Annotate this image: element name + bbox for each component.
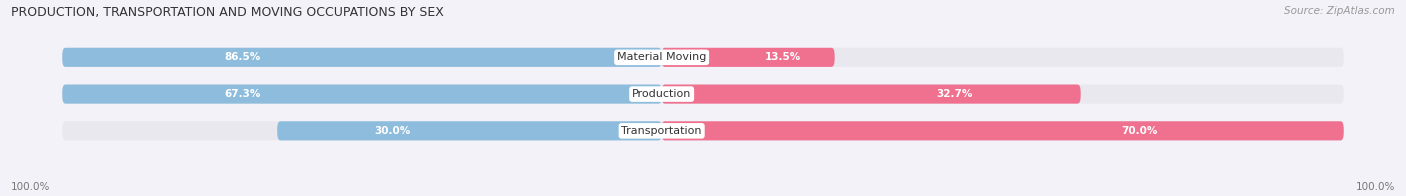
Text: Transportation: Transportation <box>621 126 702 136</box>
FancyBboxPatch shape <box>62 84 1344 104</box>
Text: 30.0%: 30.0% <box>374 126 411 136</box>
Text: 70.0%: 70.0% <box>1121 126 1157 136</box>
FancyBboxPatch shape <box>62 121 1344 140</box>
Text: PRODUCTION, TRANSPORTATION AND MOVING OCCUPATIONS BY SEX: PRODUCTION, TRANSPORTATION AND MOVING OC… <box>11 6 444 19</box>
FancyBboxPatch shape <box>277 121 662 140</box>
FancyBboxPatch shape <box>62 48 662 67</box>
Text: Source: ZipAtlas.com: Source: ZipAtlas.com <box>1284 6 1395 16</box>
Text: Production: Production <box>631 89 692 99</box>
FancyBboxPatch shape <box>662 121 1344 140</box>
FancyBboxPatch shape <box>662 48 835 67</box>
FancyBboxPatch shape <box>62 48 1344 67</box>
Text: 67.3%: 67.3% <box>224 89 260 99</box>
Text: 32.7%: 32.7% <box>936 89 973 99</box>
Text: 13.5%: 13.5% <box>765 52 801 62</box>
FancyBboxPatch shape <box>62 84 662 104</box>
Text: 100.0%: 100.0% <box>11 182 51 192</box>
FancyBboxPatch shape <box>662 84 1081 104</box>
Text: Material Moving: Material Moving <box>617 52 706 62</box>
Text: 100.0%: 100.0% <box>1355 182 1395 192</box>
Text: 86.5%: 86.5% <box>224 52 260 62</box>
